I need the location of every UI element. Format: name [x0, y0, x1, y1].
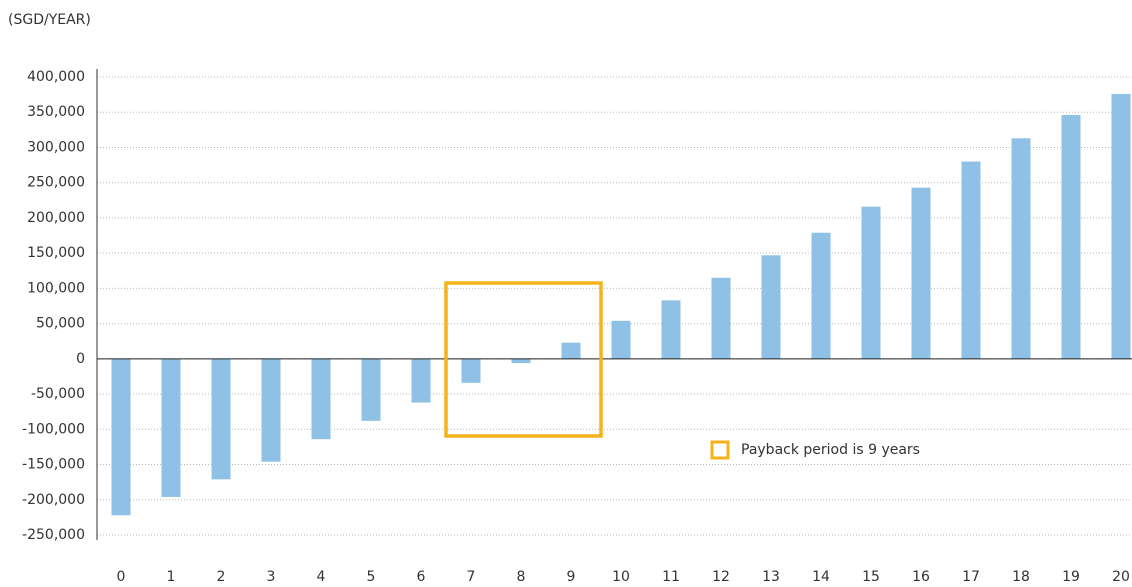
bar [1011, 138, 1031, 359]
x-tick-label: 1 [167, 569, 176, 585]
payback-box [444, 281, 603, 438]
bar [161, 358, 181, 497]
bar [311, 358, 331, 440]
bar [411, 358, 431, 403]
y-tick-label: 150,000 [27, 245, 85, 261]
y-tick-label: 50,000 [36, 316, 85, 332]
x-tick-label: 5 [367, 569, 376, 585]
x-tick-label: 2 [217, 569, 226, 585]
legend-label: Payback period is 9 years [741, 442, 920, 458]
bar [211, 358, 231, 480]
x-tick-label: 8 [517, 569, 526, 585]
x-tick-label: 18 [1012, 569, 1030, 585]
x-tick-label: 3 [267, 569, 276, 585]
y-tick-label: 350,000 [27, 104, 85, 120]
bar [711, 277, 731, 359]
x-tick-label: 12 [712, 569, 730, 585]
x-tick-label: 15 [862, 569, 880, 585]
x-tick-label: 20 [1112, 569, 1130, 585]
y-tick-label: 250,000 [27, 175, 85, 191]
bar [811, 232, 831, 359]
bar [561, 342, 581, 359]
x-tick-label: 19 [1062, 569, 1080, 585]
x-tick-label: 6 [417, 569, 426, 585]
y-tick-label: 100,000 [27, 280, 85, 296]
x-tick-label: 10 [612, 569, 630, 585]
y-tick-label: -150,000 [22, 457, 85, 473]
x-tick-label: 13 [762, 569, 780, 585]
y-tick-label: 0 [76, 351, 85, 367]
y-tick-label: 300,000 [27, 139, 85, 155]
bar [1061, 115, 1081, 359]
bar [511, 358, 531, 364]
bar [261, 358, 281, 462]
legend-swatch [710, 440, 730, 460]
bar [611, 320, 631, 359]
x-tick-label: 14 [812, 569, 830, 585]
bar [861, 206, 881, 359]
y-tick-label: -50,000 [31, 386, 85, 402]
bar [1111, 93, 1131, 359]
x-tick-label: 0 [117, 569, 126, 585]
bar [761, 255, 781, 359]
x-tick-label: 17 [962, 569, 980, 585]
x-tick-label: 11 [662, 569, 680, 585]
y-tick-label: 200,000 [27, 210, 85, 226]
x-tick-label: 7 [467, 569, 476, 585]
x-tick-label: 9 [567, 569, 576, 585]
bar [661, 300, 681, 359]
y-tick-label: -100,000 [22, 421, 85, 437]
bar [961, 161, 981, 359]
x-tick-label: 16 [912, 569, 930, 585]
bar [361, 358, 381, 421]
x-tick-label: 4 [317, 569, 326, 585]
y-tick-label: -200,000 [22, 492, 85, 508]
bar [911, 187, 931, 359]
bar [111, 358, 131, 516]
bar [461, 358, 481, 383]
y-tick-label: 400,000 [27, 69, 85, 85]
axis-title: (SGD/YEAR) [8, 12, 91, 28]
y-tick-label: -250,000 [22, 527, 85, 543]
